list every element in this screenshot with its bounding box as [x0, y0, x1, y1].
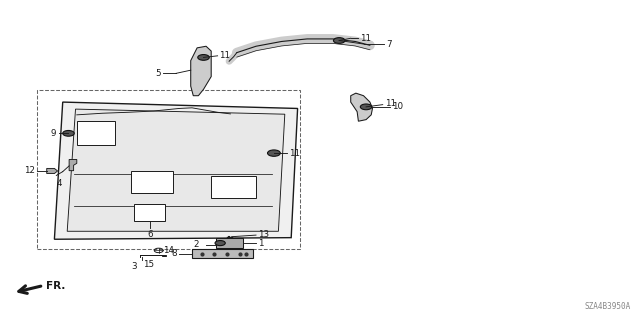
Text: 6: 6 [148, 230, 153, 239]
Text: 5: 5 [156, 69, 161, 78]
Text: 3: 3 [132, 262, 137, 271]
Circle shape [268, 150, 280, 156]
Text: 12: 12 [24, 167, 35, 175]
Text: 11: 11 [385, 99, 396, 108]
Text: 7: 7 [386, 40, 392, 48]
Polygon shape [351, 93, 372, 121]
Text: 11: 11 [289, 149, 300, 158]
Circle shape [63, 130, 74, 136]
Circle shape [333, 38, 345, 43]
Text: 13: 13 [258, 230, 269, 239]
Polygon shape [191, 46, 211, 96]
Text: SZA4B3950A: SZA4B3950A [584, 302, 630, 311]
Bar [131, 171, 173, 193]
Polygon shape [67, 109, 285, 231]
Circle shape [215, 241, 225, 246]
Text: 11: 11 [360, 34, 371, 43]
Bar [192, 249, 253, 258]
Text: FR.: FR. [46, 281, 65, 292]
Bar [134, 204, 165, 221]
Polygon shape [54, 102, 298, 239]
Circle shape [360, 104, 372, 110]
Polygon shape [140, 255, 166, 257]
Polygon shape [69, 160, 77, 171]
Polygon shape [47, 168, 58, 174]
Text: 1: 1 [258, 239, 264, 248]
Text: 8: 8 [171, 249, 177, 258]
Text: 11: 11 [219, 51, 230, 60]
Text: 14: 14 [163, 246, 174, 255]
Text: 10: 10 [392, 102, 403, 111]
Text: 4: 4 [56, 179, 61, 188]
Bar [37, 90, 300, 249]
Bar [216, 238, 243, 248]
Circle shape [198, 55, 209, 60]
Text: 9: 9 [51, 129, 56, 138]
Bar [211, 176, 256, 198]
Bar [77, 121, 115, 145]
Text: 2: 2 [193, 241, 198, 249]
Text: 15: 15 [143, 260, 154, 269]
